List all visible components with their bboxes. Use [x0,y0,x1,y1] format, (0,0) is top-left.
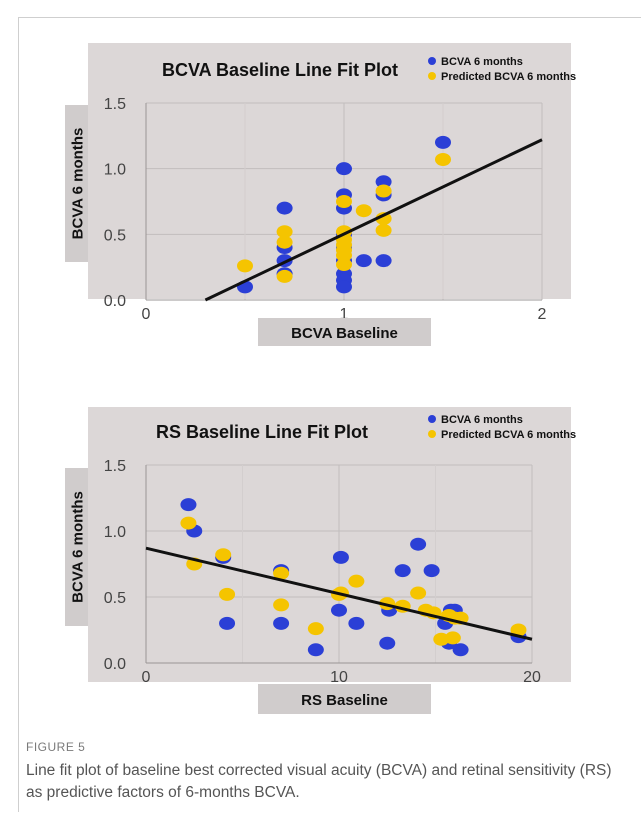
data-point-predicted [276,269,293,283]
fit-line [204,138,543,302]
x-tick-label: 10 [330,669,348,686]
data-point-predicted [237,259,253,273]
legend-marker-observed [428,415,436,423]
data-point-predicted [348,574,365,588]
data-point-observed [307,643,324,657]
y-axis-label: BCVA 6 months [70,491,87,603]
data-point-observed [348,616,365,630]
data-point-predicted [375,184,392,198]
data-point-predicted [355,204,372,218]
data-point-predicted [375,223,392,237]
y-tick-label: 0.0 [104,293,126,310]
fit-line [145,546,533,641]
data-point-observed [375,254,392,268]
legend-label-predicted: Predicted BCVA 6 months [441,429,576,441]
data-point-observed [435,135,451,149]
x-tick-label: 20 [523,669,541,686]
data-point-observed [410,537,427,551]
data-point-predicted [444,631,461,645]
data-point-observed [375,175,392,189]
x-tick-label: 0 [142,669,151,686]
x-tick-label: 0 [142,306,151,323]
frame-top-border [18,17,641,18]
y-axis-label: BCVA 6 months [70,128,87,240]
y-tick-label: 1.5 [104,96,126,113]
data-point-predicted [336,195,352,208]
data-point-predicted [375,212,392,226]
figure-charts: 0.0 0.5 1.0 1.5 0 1 2 BCVA Baseline Line Fit Pl… [65,43,576,714]
x-tick-label: 2 [538,306,547,323]
data-point-observed [423,564,440,578]
data-point-predicted [219,587,236,601]
data-point-predicted [336,258,352,272]
data-point-predicted [276,235,293,249]
data-point-observed [452,643,469,657]
legend-marker-predicted [428,72,436,80]
data-point-observed [219,616,236,630]
x-axis-label-box [258,318,431,346]
data-point-predicted [510,623,527,637]
y-tick-label: 0.0 [104,656,126,673]
data-point-observed [379,636,396,650]
figure-caption: Line fit plot of baseline best corrected… [26,762,612,801]
legend-marker-predicted [428,430,436,438]
data-point-predicted [180,516,197,530]
legend-label-observed: BCVA 6 months [441,56,523,68]
data-point-predicted [410,586,427,600]
legend-label-predicted: Predicted BCVA 6 months [441,71,576,83]
y-axis-label-box [65,468,88,626]
data-point-observed [180,498,197,512]
legend-marker-observed [428,57,436,65]
chart-panel-1 [88,43,571,299]
data-point-observed [331,603,347,617]
x-axis-label: BCVA Baseline [291,325,398,342]
data-point-predicted [273,566,290,580]
data-point-predicted [307,622,324,636]
chart-panel-2 [88,407,571,682]
data-point-observed [355,254,372,268]
y-tick-label: 1.0 [104,162,126,179]
data-point-observed [273,616,290,630]
data-point-predicted [276,225,293,239]
x-tick-label: 1 [340,306,349,323]
chart-title: RS Baseline Line Fit Plot [156,422,368,442]
data-point-predicted [215,548,232,562]
frame-left-border [18,17,19,812]
y-axis-label-box [65,105,88,262]
data-point-observed [336,280,352,294]
legend-label-observed: BCVA 6 months [441,414,523,426]
data-point-predicted [273,598,290,612]
x-axis-label-box [258,684,431,714]
y-tick-label: 0.5 [104,590,126,607]
data-point-observed [276,201,293,215]
y-tick-label: 1.0 [104,524,126,541]
data-point-observed [394,564,411,578]
data-point-observed [336,162,352,176]
chart-title: BCVA Baseline Line Fit Plot [162,60,398,80]
x-axis-label: RS Baseline [301,692,388,709]
data-point-observed [332,550,349,564]
y-tick-label: 0.5 [104,227,126,244]
data-point-predicted [435,152,451,166]
y-tick-label: 1.5 [104,458,126,475]
figure-label: FIGURE 5 [26,740,86,754]
data-point-predicted [336,248,352,262]
